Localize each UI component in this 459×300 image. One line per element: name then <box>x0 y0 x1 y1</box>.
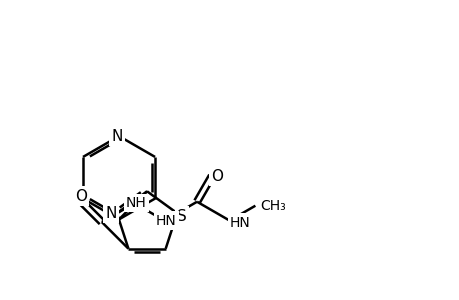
Text: S: S <box>177 209 187 224</box>
Text: N: N <box>105 206 117 221</box>
Text: HN: HN <box>229 216 250 230</box>
Text: O: O <box>75 189 87 204</box>
Text: HN: HN <box>156 214 176 228</box>
Text: CH₃: CH₃ <box>260 199 285 213</box>
Text: N: N <box>111 129 123 144</box>
Text: O: O <box>210 169 222 184</box>
Text: NH: NH <box>126 196 146 210</box>
